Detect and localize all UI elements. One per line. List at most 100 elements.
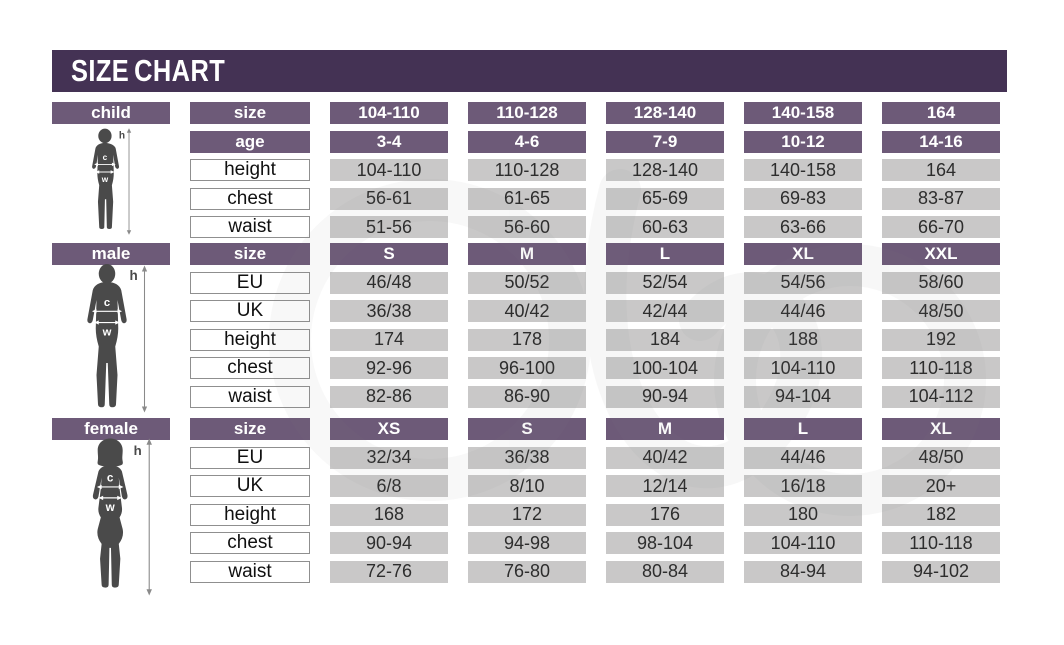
size-cell: M: [606, 418, 724, 440]
size-cell: XS: [330, 418, 448, 440]
age-cell: 7-9: [606, 130, 724, 153]
data-cell: 168: [330, 503, 448, 526]
data-cell: 82-86: [330, 385, 448, 408]
data-cell: 52/54: [606, 271, 724, 294]
title-bar: SIZE CHART: [52, 50, 1007, 92]
data-cell: 86-90: [468, 385, 586, 408]
data-cell: 44/46: [744, 300, 862, 322]
data-cell: 63-66: [744, 216, 862, 238]
data-cell: 172: [468, 503, 586, 526]
size-cell: L: [744, 418, 862, 440]
group-label-female: female: [52, 418, 170, 440]
data-cell: 20+: [882, 475, 1000, 497]
data-cell: 76-80: [468, 560, 586, 583]
size-cell: S: [330, 243, 448, 265]
row-label-eu: EU: [190, 271, 310, 294]
section-female: female size XS S M L XL EU 32/34 36/38 4…: [52, 418, 1000, 583]
data-cell: 128-140: [606, 159, 724, 181]
data-cell: 60-63: [606, 216, 724, 238]
data-cell: 40/42: [606, 446, 724, 469]
size-cell: XL: [882, 418, 1000, 440]
data-cell: 12/14: [606, 475, 724, 497]
row-label-height: height: [190, 328, 310, 351]
row-label-chest: chest: [190, 532, 310, 554]
row-label-uk: UK: [190, 300, 310, 322]
data-cell: 96-100: [468, 357, 586, 379]
data-cell: 72-76: [330, 560, 448, 583]
data-cell: 83-87: [882, 187, 1000, 210]
data-cell: 94-102: [882, 560, 1000, 583]
size-cell: XXL: [882, 243, 1000, 265]
row-label-size: size: [190, 102, 310, 124]
age-cell: 3-4: [330, 130, 448, 153]
size-cell: 104-110: [330, 102, 448, 124]
data-cell: 6/8: [330, 475, 448, 497]
age-cell: 14-16: [882, 130, 1000, 153]
data-cell: 110-128: [468, 159, 586, 181]
data-cell: 140-158: [744, 159, 862, 181]
data-cell: 100-104: [606, 357, 724, 379]
row-label-chest: chest: [190, 187, 310, 210]
data-cell: 178: [468, 328, 586, 351]
row-label-height: height: [190, 159, 310, 181]
data-cell: 44/46: [744, 446, 862, 469]
data-cell: 48/50: [882, 446, 1000, 469]
data-cell: 58/60: [882, 271, 1000, 294]
data-cell: 66-70: [882, 216, 1000, 238]
data-cell: 90-94: [330, 532, 448, 554]
data-cell: 80-84: [606, 560, 724, 583]
data-cell: 104-110: [330, 159, 448, 181]
data-cell: 56-60: [468, 216, 586, 238]
data-cell: 188: [744, 328, 862, 351]
data-cell: 46/48: [330, 271, 448, 294]
age-cell: 4-6: [468, 130, 586, 153]
size-cell: S: [468, 418, 586, 440]
row-label-age: age: [190, 130, 310, 153]
data-cell: 50/52: [468, 271, 586, 294]
data-cell: 94-98: [468, 532, 586, 554]
data-cell: 176: [606, 503, 724, 526]
section-male: male size S M L XL XXL EU 46/48 50/52 52…: [52, 243, 1000, 408]
age-cell: 10-12: [744, 130, 862, 153]
data-cell: 51-56: [330, 216, 448, 238]
row-label-size: size: [190, 243, 310, 265]
size-cell: 128-140: [606, 102, 724, 124]
row-label-waist: waist: [190, 385, 310, 408]
row-label-chest: chest: [190, 357, 310, 379]
data-cell: 94-104: [744, 385, 862, 408]
row-label-waist: waist: [190, 216, 310, 238]
data-cell: 65-69: [606, 187, 724, 210]
data-cell: 84-94: [744, 560, 862, 583]
data-cell: 104-110: [744, 532, 862, 554]
data-cell: 48/50: [882, 300, 1000, 322]
data-cell: 54/56: [744, 271, 862, 294]
data-cell: 98-104: [606, 532, 724, 554]
section-child: child size 104-110 110-128 128-140 140-1…: [52, 102, 1000, 238]
data-cell: 40/42: [468, 300, 586, 322]
data-cell: 92-96: [330, 357, 448, 379]
data-cell: 180: [744, 503, 862, 526]
size-cell: XL: [744, 243, 862, 265]
data-cell: 36/38: [468, 446, 586, 469]
data-cell: 56-61: [330, 187, 448, 210]
data-cell: 110-118: [882, 532, 1000, 554]
data-cell: 104-110: [744, 357, 862, 379]
page-title: SIZE CHART: [71, 53, 226, 88]
data-cell: 90-94: [606, 385, 724, 408]
data-cell: 184: [606, 328, 724, 351]
size-cell: L: [606, 243, 724, 265]
row-label-size: size: [190, 418, 310, 440]
size-cell: M: [468, 243, 586, 265]
data-cell: 164: [882, 159, 1000, 181]
data-cell: 61-65: [468, 187, 586, 210]
size-cell: 140-158: [744, 102, 862, 124]
data-cell: 192: [882, 328, 1000, 351]
row-label-eu: EU: [190, 446, 310, 469]
data-cell: 69-83: [744, 187, 862, 210]
data-cell: 182: [882, 503, 1000, 526]
size-cell: 110-128: [468, 102, 586, 124]
size-cell: 164: [882, 102, 1000, 124]
data-cell: 8/10: [468, 475, 586, 497]
row-label-uk: UK: [190, 475, 310, 497]
